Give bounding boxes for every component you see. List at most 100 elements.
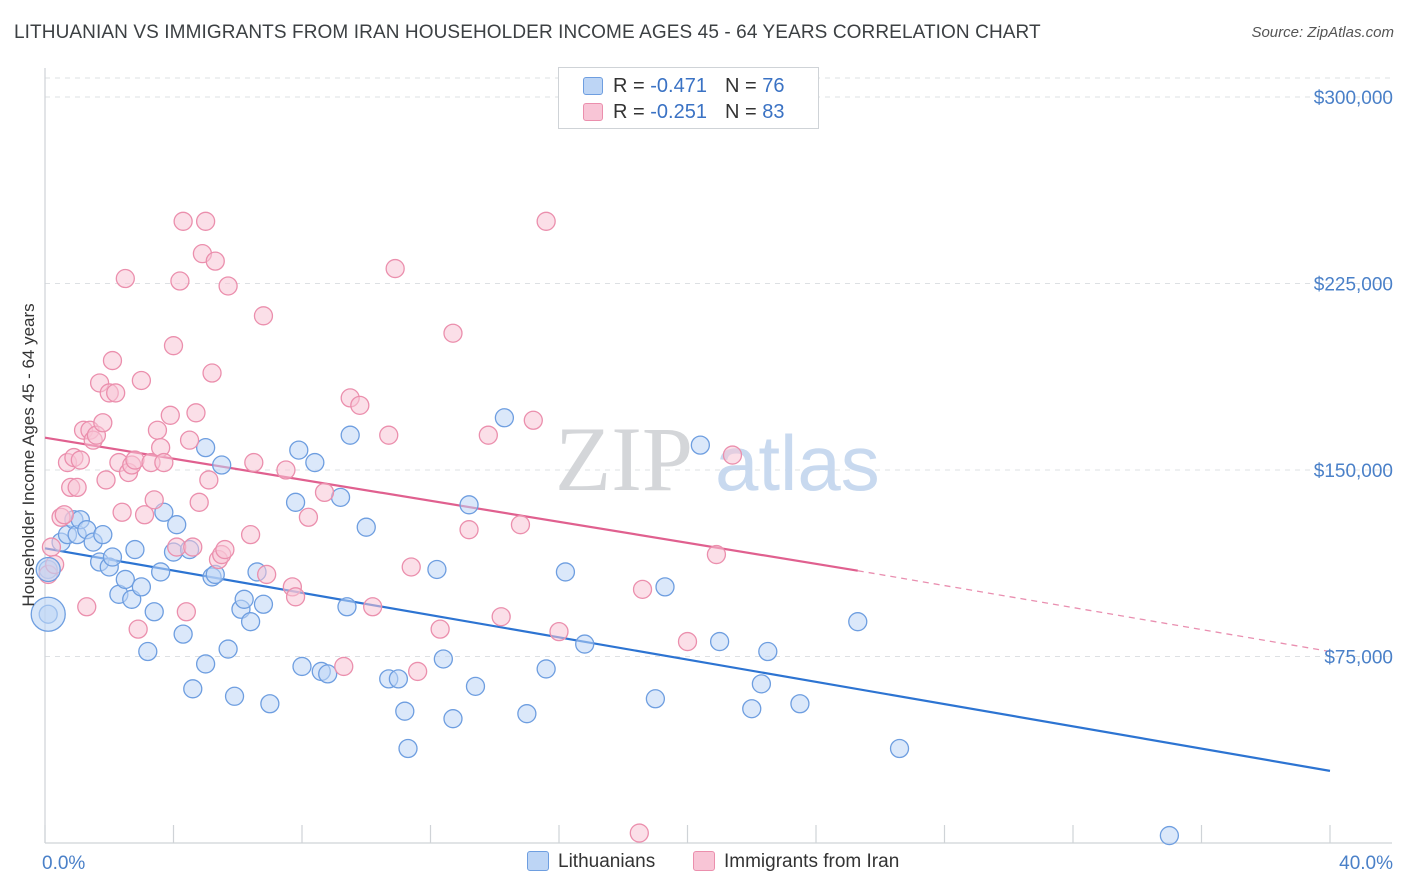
grid-lines [45,77,1392,657]
point-lithuanian-14 [115,569,135,590]
point-iran-26 [125,450,145,470]
point-iran-32 [147,420,168,440]
point-lithuanian-54 [427,559,447,580]
point-iran-46 [195,211,216,231]
swatch-blue [583,77,603,95]
trend-line-lithuanian [44,547,1331,772]
point-iran-23 [115,268,135,289]
axis-labels: $75,000 $150,000 $225,000 $300,000 0.0% 40.0% [42,88,1393,874]
point-lithuanian-27 [195,654,216,674]
point-lithuanian-28 [195,437,216,458]
point-iran-55 [244,452,264,473]
point-iran-62 [314,482,335,503]
bottom-legend-iran: Immigrants from Iran [693,851,899,873]
point-iran-73 [459,520,479,540]
point-lithuanian-24 [173,624,193,644]
point-iran-47 [199,470,219,490]
point-iran-40 [176,602,197,622]
swatch-pink [583,103,603,121]
bottom-swatch-pink [693,851,715,871]
point-iran-8 [67,477,87,498]
y-tick-label-3: $300,000 [1314,88,1393,109]
point-iran-39 [173,211,193,231]
bottom-swatch-blue [527,851,549,871]
y-tick-label-2: $225,000 [1314,275,1393,296]
point-iran-54 [240,525,261,545]
point-lithuanian-70 [758,641,778,662]
point-iran-75 [491,607,511,627]
point-lithuanian-40 [285,492,306,512]
point-lithuanian-20 [150,562,171,582]
point-iran-28 [131,370,152,391]
point-lithuanian-41 [289,440,309,460]
point-lithuanian-10 [93,525,113,545]
point-iran-63 [334,656,354,677]
point-iran-44 [189,492,209,512]
point-lithuanian-56 [443,709,463,729]
point-lithuanian-42 [292,656,312,677]
point-lithuanian-64 [645,689,666,709]
point-iran-36 [163,336,184,356]
point-iran-72 [443,323,463,343]
point-lithuanian-58 [465,676,486,696]
point-iran-49 [205,251,225,271]
point-iran-56 [253,306,274,326]
point-iran-22 [112,502,132,522]
point-lithuanian-66 [690,435,710,455]
point-iran-16 [93,413,113,433]
stats-legend: R = -0.471 N = 76 R = -0.251 N = 83 [558,67,819,129]
point-lithuanian-19 [144,602,164,622]
r-value-lithuanians: -0.471 [650,75,707,97]
point-iran-66 [363,597,383,617]
point-iran-37 [167,537,187,557]
point-lithuanian-52 [395,701,415,721]
legend-row-iran: R = -0.251 N = 83 [583,101,784,127]
point-lithuanian-large [30,596,66,632]
point-iran-1 [41,537,62,557]
point-iran-48 [202,363,222,383]
watermark-atlas: atlas [715,419,880,507]
point-lithuanian-63 [575,634,595,654]
point-iran-35 [160,405,180,425]
point-lithuanian-17 [131,577,152,597]
point-iran-68 [385,258,405,279]
point-iran-80 [629,823,649,843]
point-iran-38 [170,271,190,291]
x-tick-label-max: 40.0% [1339,853,1393,874]
point-iran-74 [478,425,498,445]
point-lithuanian-53 [398,738,418,759]
point-lithuanian-32 [218,639,238,659]
bottom-legend-lithuanians: Lithuanians [527,851,655,873]
point-iran-81 [632,579,653,600]
point-lithuanian-72 [848,612,868,632]
point-lithuanian-47 [337,597,357,617]
point-lithuanian-62 [555,562,576,582]
point-iran-71 [430,619,450,639]
point-iran-4 [54,505,74,525]
point-lithuanian-31 [212,455,232,475]
point-iran-57 [257,564,277,585]
point-lithuanian-12 [102,547,123,567]
point-iran-69 [401,557,421,577]
point-iran-65 [350,395,370,415]
y-tick-label-1: $150,000 [1314,461,1393,482]
point-iran-29 [134,505,155,525]
point-iran-52 [215,539,235,560]
point-lithuanian-73 [889,738,910,759]
point-iran-77 [523,410,543,430]
point-lithuanian-medium [35,556,61,583]
point-iran-60 [285,587,306,607]
point-iran-19 [102,350,123,371]
point-lithuanian-38 [253,594,274,614]
chart-title: LITHUANIAN VS IMMIGRANTS FROM IRAN HOUSE… [14,22,1041,43]
point-lithuanian-36 [240,612,261,632]
point-iran-41 [179,430,200,450]
point-lithuanian-71 [790,694,810,714]
n-value-iran: 83 [762,101,785,123]
source-label: Source: ZipAtlas.com [1251,24,1394,41]
y-tick-label-0: $75,000 [1324,648,1393,669]
point-iran-11 [77,597,97,617]
trend-line-iran-dashed [857,570,1331,653]
point-lithuanian-33 [224,686,245,706]
